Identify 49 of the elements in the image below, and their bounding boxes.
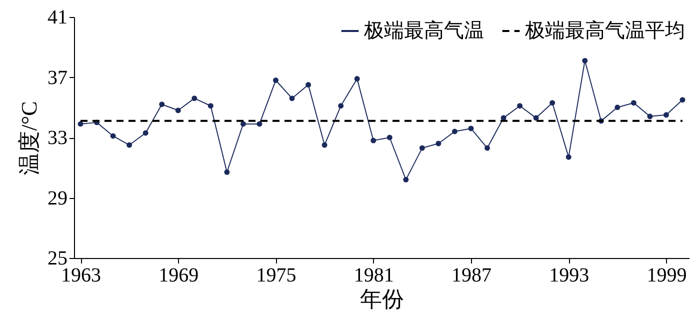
point [306, 82, 312, 88]
x-tick-label: 1969 [158, 264, 199, 286]
x-tick-label: 1975 [256, 264, 296, 286]
point [142, 130, 148, 136]
point [566, 154, 572, 160]
point [338, 103, 344, 109]
point [175, 108, 181, 114]
point [647, 114, 653, 120]
y-tick-label: 41 [48, 6, 68, 28]
x-tick-label: 1999 [646, 264, 687, 286]
y-axis-title: 温度/°C [16, 101, 42, 175]
point [159, 102, 165, 108]
point [452, 128, 458, 134]
point [208, 103, 214, 109]
point [614, 104, 620, 110]
point [240, 121, 246, 127]
point [517, 103, 523, 109]
y-tick-label: 33 [48, 127, 68, 149]
point [322, 142, 328, 148]
point [663, 112, 669, 118]
point [192, 96, 198, 102]
point [126, 142, 132, 148]
point [484, 145, 490, 151]
point [436, 140, 442, 146]
point [582, 58, 588, 64]
x-tick-label: 1981 [354, 264, 394, 286]
point [224, 169, 230, 175]
y-tick-label: 29 [48, 187, 68, 210]
point [468, 126, 474, 132]
y-tick-label: 37 [48, 66, 68, 89]
point [533, 115, 539, 121]
point [273, 78, 278, 83]
point [386, 134, 392, 140]
x-axis-title: 年份 [360, 286, 404, 312]
x-tick-label: 1987 [451, 264, 492, 286]
point [550, 100, 556, 106]
point [110, 133, 116, 139]
point [370, 138, 376, 144]
point [78, 121, 84, 127]
legend-label: 极端最高气温 [363, 19, 484, 42]
point [630, 100, 636, 106]
x-tick-label: 1993 [549, 264, 590, 286]
point [289, 96, 295, 102]
point [256, 121, 262, 127]
point [680, 97, 686, 103]
point [403, 176, 409, 182]
legend-label: 极端最高气温平均 [524, 19, 685, 42]
point [419, 145, 425, 151]
point [354, 76, 360, 82]
